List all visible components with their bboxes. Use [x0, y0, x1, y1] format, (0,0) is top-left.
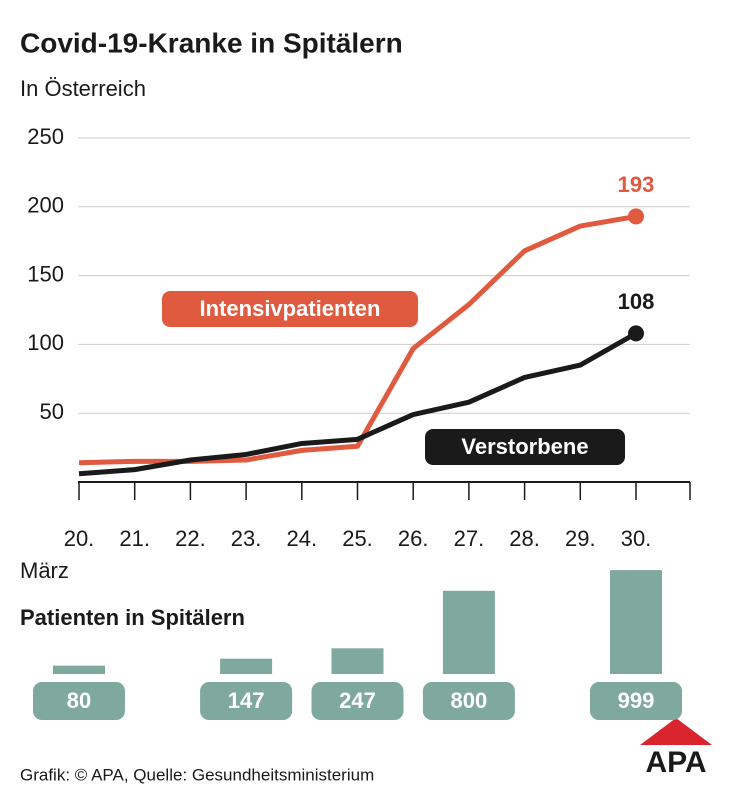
- bar: [610, 570, 662, 674]
- x-tick-label: 20.: [64, 526, 95, 551]
- line: [78, 331, 638, 477]
- bar-chart-title: Patienten in Spitälern: [20, 605, 245, 630]
- x-tick-label: 21.: [119, 526, 150, 551]
- source: Grafik: © APA, Quelle: Gesundheitsminist…: [20, 765, 374, 784]
- bar: [220, 658, 273, 674]
- x-tick-label: 29.: [565, 526, 596, 551]
- chart-subtitle: In Österreich: [20, 76, 146, 101]
- y-tick-label: 150: [27, 261, 64, 286]
- x-tick-label: 26.: [398, 526, 429, 551]
- value-box: [200, 682, 293, 720]
- logo-shape: [640, 718, 712, 745]
- value-label: 80: [67, 688, 91, 713]
- value-box: [311, 682, 404, 720]
- value-label: 147: [228, 688, 265, 713]
- legend-label: Intensivpatienten: [200, 296, 381, 321]
- line: [78, 213, 637, 466]
- x-tick-label: 28.: [509, 526, 540, 551]
- y-tick-label: 250: [27, 124, 64, 149]
- x-tick-label: 24.: [287, 526, 318, 551]
- value-label: 108: [618, 289, 655, 314]
- x-tick-label: 27.: [454, 526, 485, 551]
- chart-title: Covid-19-Kranke in Spitälern: [20, 27, 403, 58]
- bar: [442, 590, 495, 674]
- y-tick-label: 200: [27, 193, 64, 218]
- x-tick-label: 23.: [231, 526, 262, 551]
- x-axis-label: März: [20, 558, 69, 583]
- value-label: 800: [451, 688, 488, 713]
- legend-box: [425, 429, 625, 465]
- x-tick-label: 30.: [621, 526, 652, 551]
- end-point: [628, 208, 644, 225]
- value-box: [33, 682, 125, 720]
- x-tick-label: 22.: [175, 526, 206, 551]
- value-box: [590, 682, 682, 720]
- value-label: 999: [618, 688, 655, 713]
- x-tick-label: 25.: [342, 526, 373, 551]
- y-tick-label: 50: [40, 399, 64, 424]
- bar: [53, 665, 105, 674]
- legend-label: Verstorbene: [461, 434, 588, 459]
- legend-box: [162, 291, 418, 327]
- logo: APA: [645, 746, 706, 779]
- y-tick-label: 100: [27, 330, 64, 355]
- value-box: [422, 682, 515, 720]
- value-label: 247: [339, 688, 376, 713]
- end-point: [628, 325, 644, 342]
- value-label: 193: [618, 172, 655, 197]
- bar: [331, 648, 384, 674]
